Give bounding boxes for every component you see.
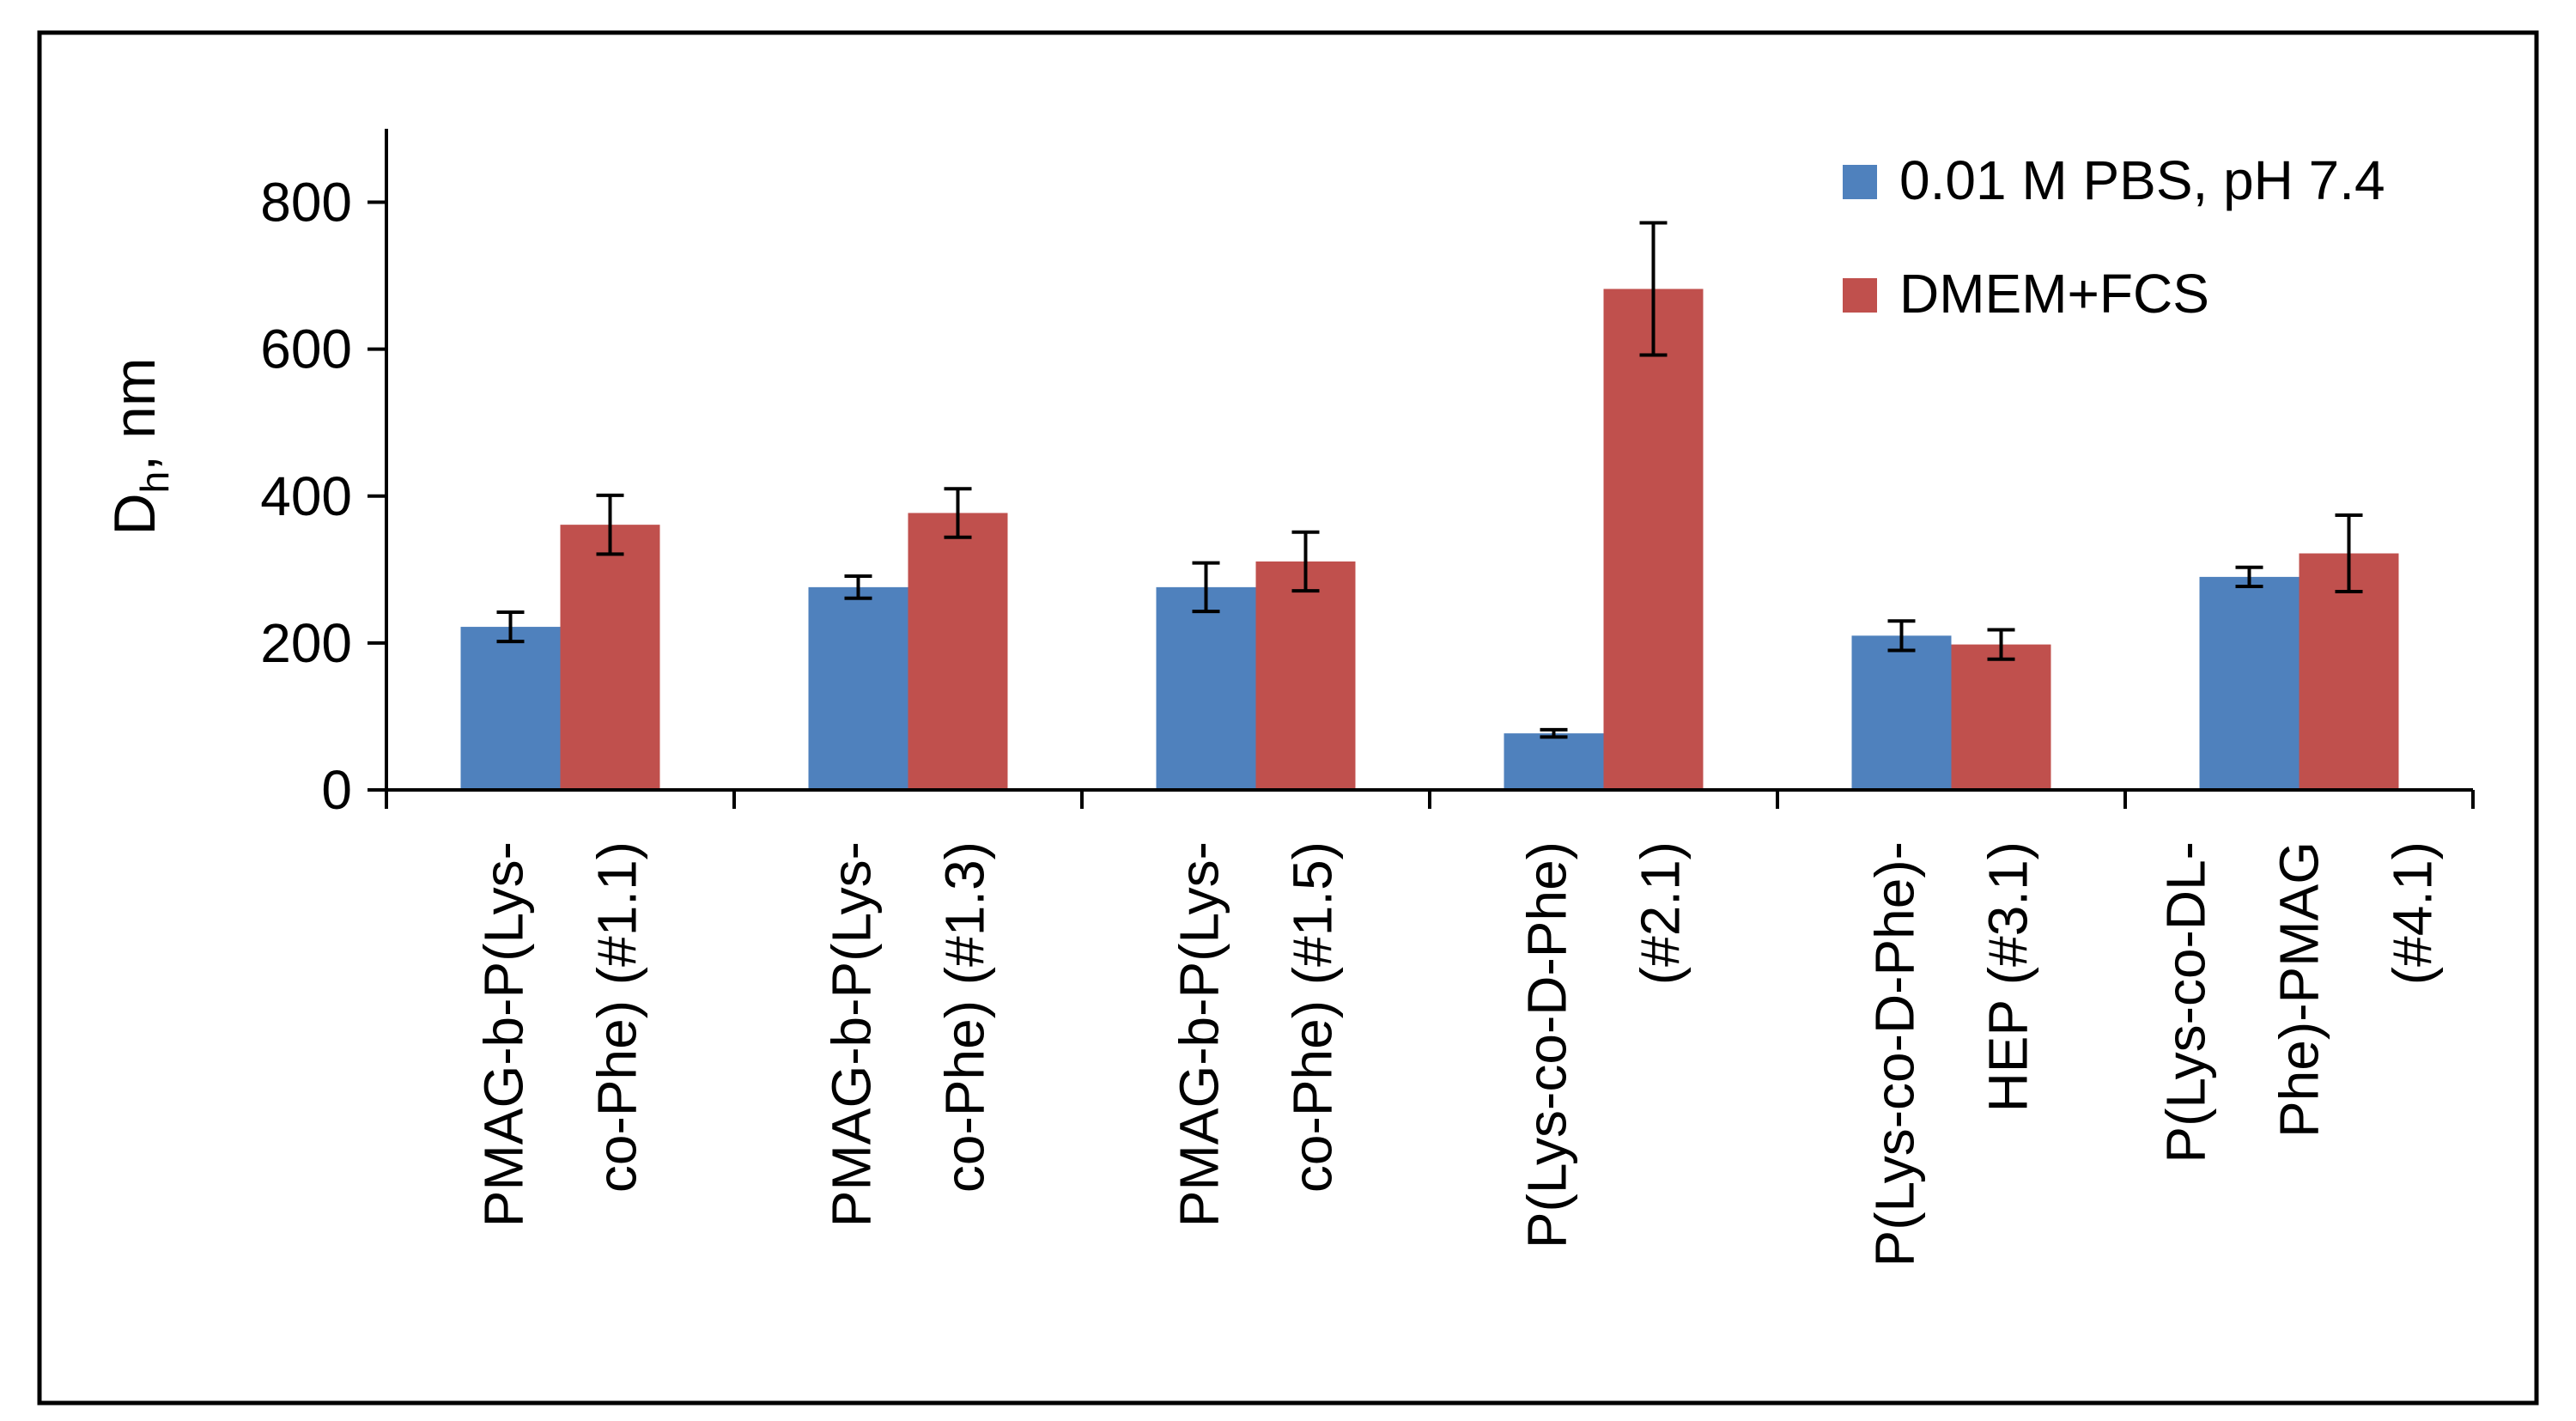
x-tick-label: P(Lys-co-D-Phe) — [1516, 841, 1578, 1248]
x-tick-label: PMAG-b-P(Lys- — [821, 841, 883, 1227]
y-axis-label-rest: , nm — [102, 358, 167, 471]
legend: 0.01 M PBS, pH 7.4 DMEM+FCS — [1843, 149, 2385, 325]
bar — [1951, 644, 2051, 790]
y-axis-label-sub: h — [132, 471, 177, 494]
legend-swatch — [1843, 278, 1877, 313]
x-tick-label: P(Lys-co-D-Phe)- — [1864, 841, 1926, 1266]
y-tick-label: 600 — [260, 319, 352, 380]
y-axis-label-main: D — [102, 493, 167, 535]
bar — [1851, 635, 1952, 790]
y-tick-label: 800 — [260, 172, 352, 234]
legend-label: DMEM+FCS — [1899, 263, 2209, 325]
x-tick-label: co-Phe) (#1.5) — [1282, 841, 1344, 1193]
bar — [1603, 288, 1704, 790]
legend-label: 0.01 M PBS, pH 7.4 — [1899, 149, 2385, 211]
bar — [908, 513, 1008, 790]
y-tick-label: 400 — [260, 465, 352, 527]
legend-swatch — [1843, 165, 1877, 199]
y-tick-label: 200 — [260, 612, 352, 674]
bar — [808, 586, 908, 790]
x-tick-label: PMAG-b-P(Lys- — [1169, 841, 1230, 1227]
x-tick-label: co-Phe) (#1.3) — [934, 841, 996, 1193]
plot-area — [460, 221, 2399, 790]
bar — [2199, 576, 2300, 790]
y-axis: 0 200 400 600 800 — [260, 129, 388, 821]
bar — [460, 627, 561, 790]
bar — [1504, 733, 1604, 790]
x-tick-label: HEP (#3.1) — [1978, 841, 2039, 1112]
bar — [1255, 561, 1356, 790]
x-tick-label: co-Phe) (#1.1) — [586, 841, 648, 1193]
x-tick-label: P(Lys-co-DL- — [2155, 841, 2217, 1163]
bar — [1156, 586, 1256, 790]
x-tick-label: (#2.1) — [1630, 841, 1692, 985]
x-tick-label: PMAG-b-P(Lys- — [473, 841, 535, 1227]
bar — [560, 525, 660, 790]
x-tick-label: Phe)-PMAG — [2269, 841, 2330, 1138]
x-axis: PMAG-b-P(Lys-co-Phe) (#1.1) PMAG-b-P(Lys-… — [385, 788, 2475, 1266]
y-axis-label: Dh, nm — [102, 358, 177, 536]
x-tick-label: (#4.1) — [2382, 841, 2444, 985]
y-tick-label: 0 — [321, 759, 352, 821]
